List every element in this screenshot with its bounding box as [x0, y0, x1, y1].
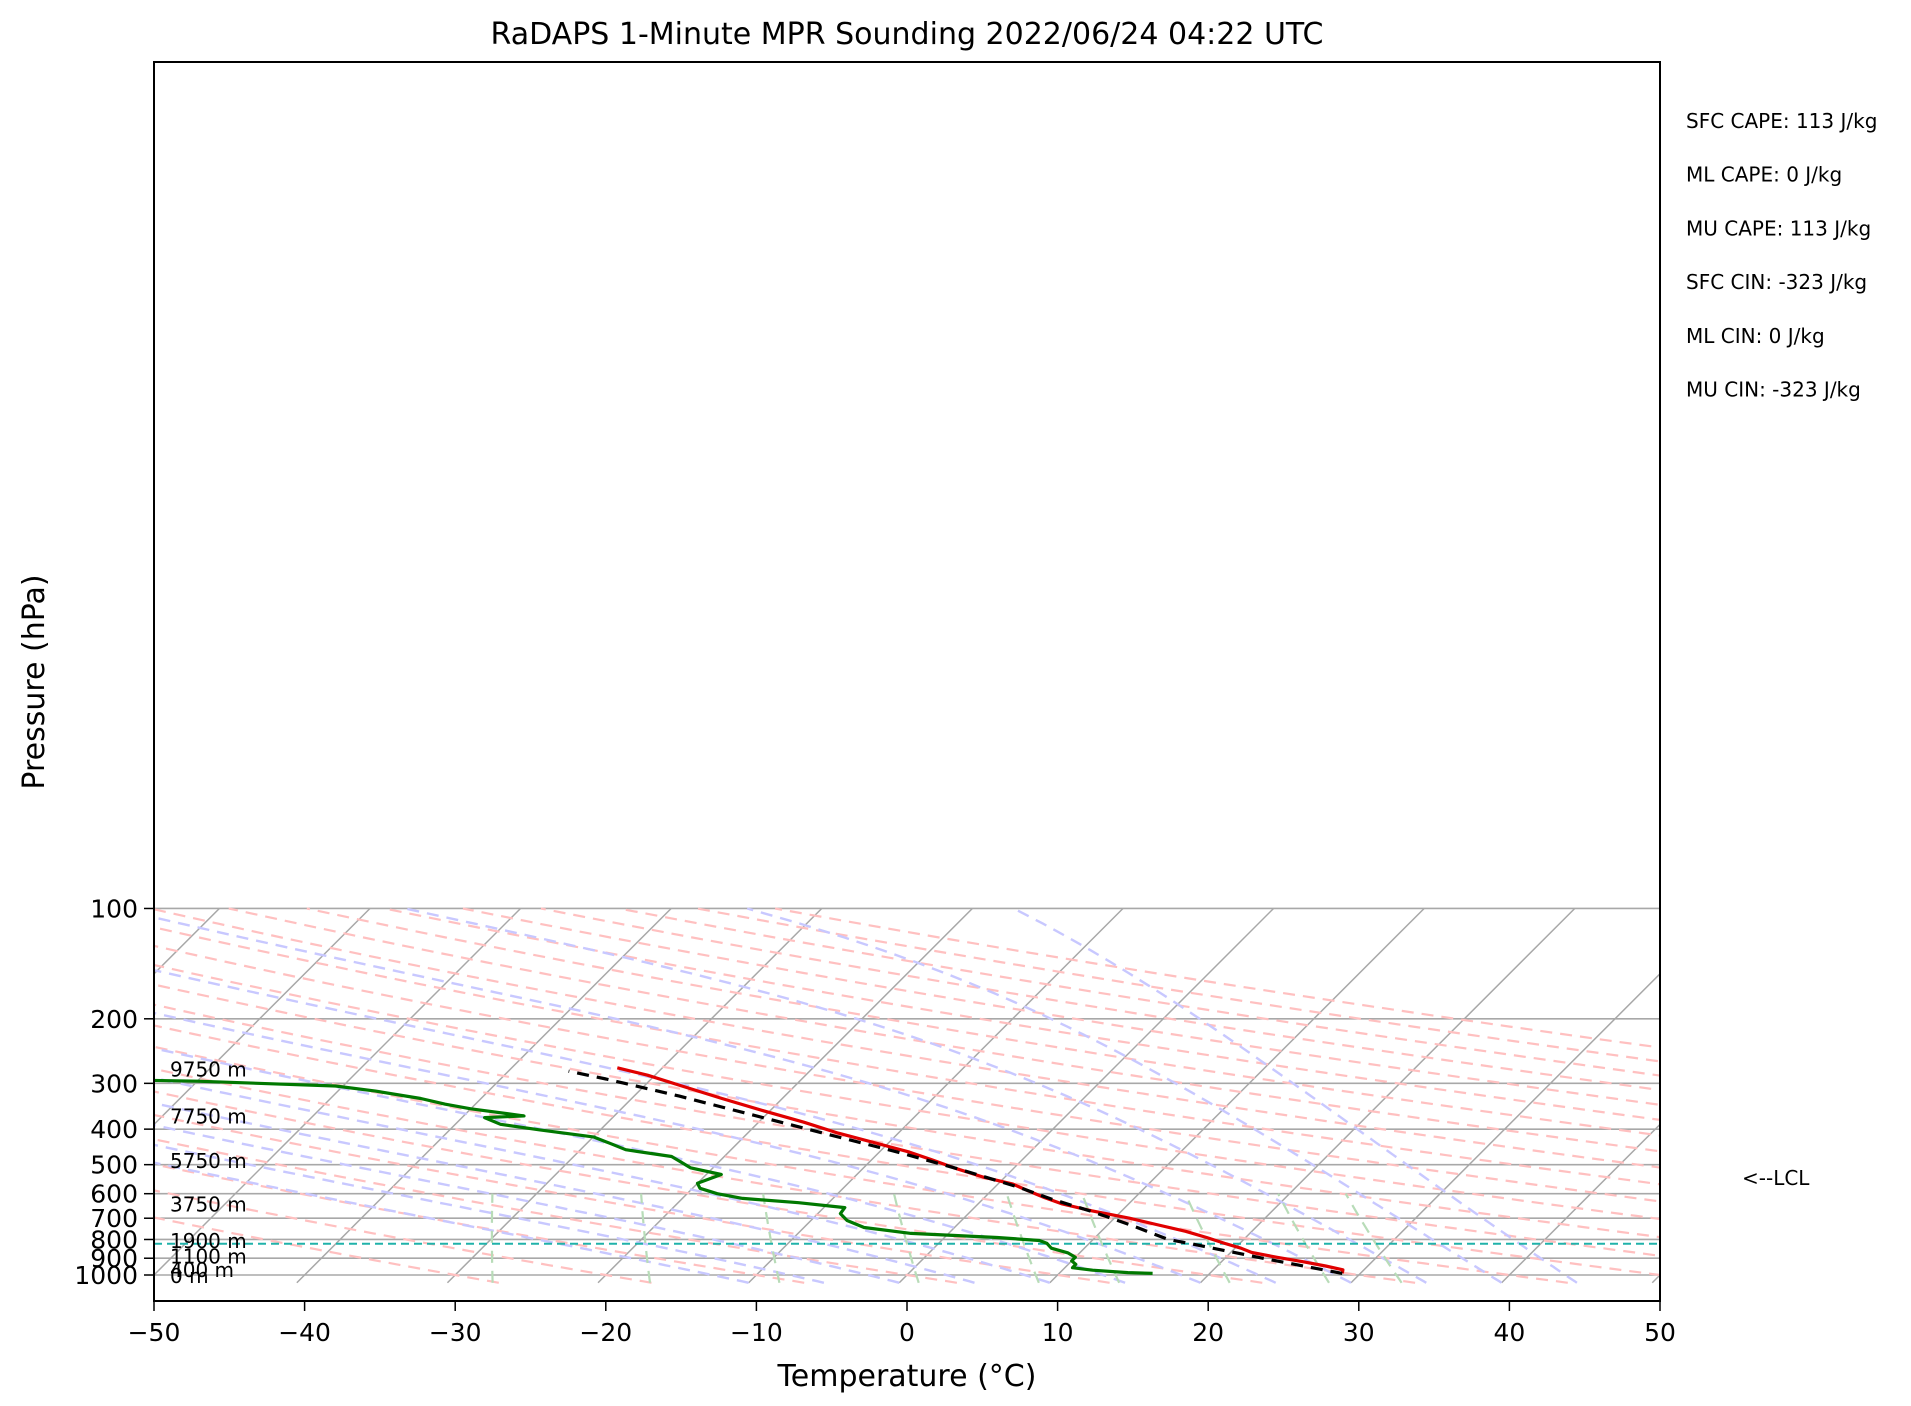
dry-adiabat-line [154, 1045, 1568, 1284]
height-label: 7750 m [170, 1105, 247, 1129]
y-tick-label: 600 [90, 1180, 138, 1209]
mixing-ratio-line [1005, 1193, 1040, 1284]
moist-adiabat-line [154, 968, 1277, 1284]
mixing-ratio-line [640, 1193, 652, 1283]
dry-adiabat-line [154, 963, 1660, 1221]
x-tick-label: 40 [1493, 1318, 1525, 1347]
moist-adiabat-line [1013, 907, 1578, 1284]
moist-adiabat-line [154, 1011, 1201, 1284]
stat-line: SFC CAPE: 113 J/kg [1686, 109, 1877, 133]
moist-adiabat-line [154, 1047, 1126, 1284]
x-axis-title: Temperature (°C) [777, 1359, 1037, 1394]
dry-adiabat-line [154, 944, 1660, 1203]
x-tick-label: −50 [128, 1318, 181, 1347]
y-tick-label: 400 [90, 1115, 138, 1144]
x-tick-label: 30 [1343, 1318, 1375, 1347]
moist-adiabat-line [746, 907, 1503, 1284]
y-tick-label: 1000 [74, 1261, 138, 1290]
isotherm-line [446, 907, 823, 1284]
isotherm-line [1501, 1123, 1660, 1284]
moist-adiabat-line [154, 1161, 749, 1284]
height-label: 0 m [170, 1264, 209, 1288]
dry-adiabat-line [696, 907, 1660, 1063]
dry-adiabat-line [306, 907, 1660, 1137]
moist-adiabat-line [154, 1076, 1051, 1284]
height-label: 1900 m [170, 1229, 247, 1253]
background-guide-lines [154, 907, 1660, 1284]
x-tick-label: 10 [1042, 1318, 1074, 1347]
x-tick-label: 20 [1192, 1318, 1224, 1347]
dry-adiabat-line [154, 1024, 1660, 1277]
dry-adiabat-line [618, 907, 1660, 1077]
stat-line: ML CIN: 0 J/kg [1686, 324, 1825, 348]
moist-adiabat-line [154, 916, 1352, 1284]
mixing-ratio-line [892, 1193, 920, 1284]
stability-stats: SFC CAPE: 113 J/kg ML CAPE: 0 J/kg MU CAPE… [1686, 109, 1877, 402]
moist-adiabat-line [404, 907, 1427, 1284]
moist-adiabat-line [154, 1124, 900, 1284]
dry-adiabat-line [154, 983, 1660, 1239]
x-tick-label: −40 [278, 1318, 331, 1347]
stat-line: MU CAPE: 113 J/kg [1686, 216, 1871, 240]
dry-adiabat-line [384, 907, 1660, 1122]
isotherm-line [154, 907, 371, 1126]
y-tick-label: 200 [90, 1005, 138, 1034]
lcl-label: <--LCL [1742, 1166, 1810, 1190]
x-tick-label: −20 [579, 1318, 632, 1347]
dry-adiabat-line [154, 926, 1660, 1186]
isotherm-line [597, 907, 973, 1284]
isotherm-line [898, 907, 1275, 1284]
dry-adiabat-line [154, 1163, 805, 1284]
x-tick-label: −10 [730, 1318, 783, 1347]
y-axis-title: Pressure (hPa) [17, 574, 52, 789]
x-tick-label: −30 [429, 1318, 482, 1347]
height-label: 9750 m [170, 1057, 247, 1081]
mixing-ratio-line [762, 1193, 781, 1284]
y-tick-label: 800 [90, 1225, 138, 1254]
dry-adiabat-line [154, 908, 1660, 1169]
stat-line: ML CAPE: 0 J/kg [1686, 163, 1842, 187]
isotherm-line [154, 907, 522, 1277]
isotherm-line [1350, 972, 1660, 1284]
height-label: 3750 m [170, 1192, 247, 1216]
height-label: 1100 m [170, 1244, 247, 1268]
parcel-line [568, 1069, 1343, 1275]
y-tick-label: 500 [90, 1151, 138, 1180]
dry-adiabat-line [540, 907, 1660, 1092]
moist-adiabat-line [154, 1102, 975, 1284]
dry-adiabat-line [154, 1067, 1416, 1284]
chart-title: RaDAPS 1-Minute MPR Sounding 2022/06/24 … [491, 17, 1324, 52]
series-layer [154, 1066, 1660, 1275]
mixing-ratio-line [490, 1193, 494, 1283]
y-tick-label: 700 [90, 1204, 138, 1233]
isotherm-line [296, 907, 672, 1284]
height-label: 5750 m [170, 1149, 247, 1173]
stat-line: SFC CIN: -323 J/kg [1686, 270, 1867, 294]
dry-adiabat-line [462, 907, 1660, 1106]
x-axis: −50 −40 −30 −20 −10 0 10 20 30 40 50 [128, 1301, 1676, 1347]
dewpoint-line [154, 1078, 1153, 1275]
y-tick-label: 100 [90, 894, 138, 923]
mixing-ratio-line [1080, 1193, 1121, 1284]
stat-line: MU CIN: -323 J/kg [1686, 378, 1861, 402]
dry-adiabat-line [154, 1216, 500, 1284]
y-tick-label: 300 [90, 1069, 138, 1098]
x-tick-label: 50 [1644, 1318, 1676, 1347]
y-tick-label: 900 [90, 1244, 138, 1273]
height-label: 400 m [170, 1258, 234, 1282]
isotherm-line [1049, 907, 1425, 1284]
x-tick-label: 0 [899, 1318, 915, 1347]
moist-adiabat-line [154, 1143, 825, 1284]
dry-adiabat-line [228, 907, 1660, 1153]
